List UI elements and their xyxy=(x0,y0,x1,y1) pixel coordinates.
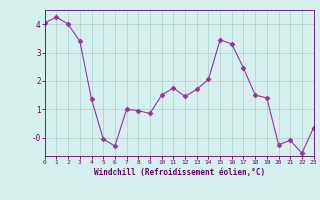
X-axis label: Windchill (Refroidissement éolien,°C): Windchill (Refroidissement éolien,°C) xyxy=(94,168,265,177)
